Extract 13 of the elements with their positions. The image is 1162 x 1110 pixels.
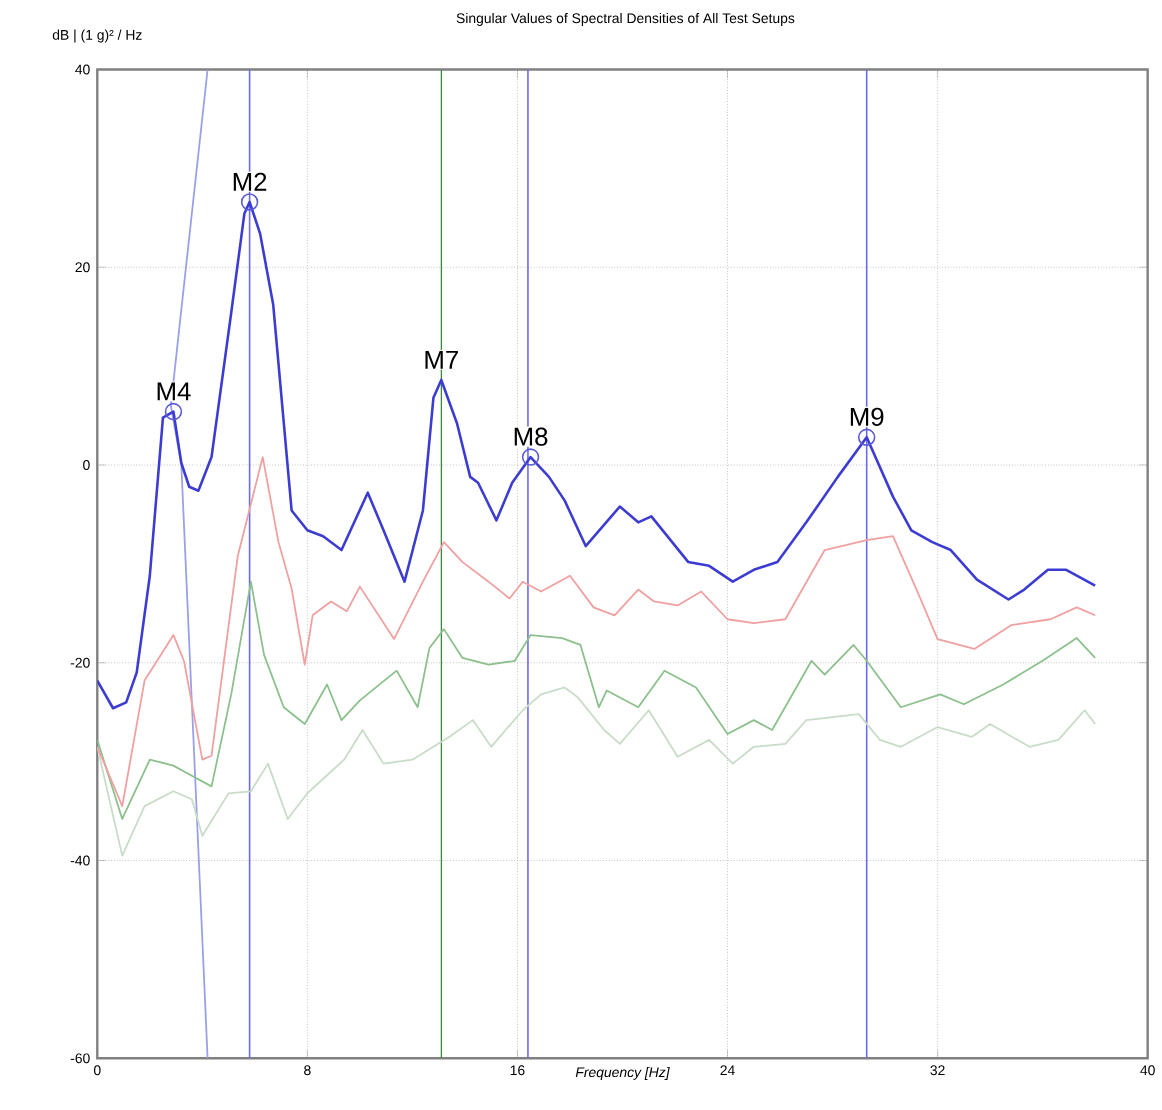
line-series: [97, 686, 1097, 857]
point: [240, 193, 259, 211]
annotation: M7: [425, 350, 458, 369]
line-series: [97, 456, 1097, 808]
annotation: M2: [233, 172, 267, 191]
line-series: [97, 580, 1097, 820]
annotation: M4: [157, 382, 191, 401]
line-series: [97, 200, 1097, 710]
annotation: M9: [850, 407, 884, 427]
point: [164, 402, 183, 421]
annotation: M8: [514, 427, 548, 446]
point: [857, 428, 876, 447]
point: [521, 448, 540, 466]
